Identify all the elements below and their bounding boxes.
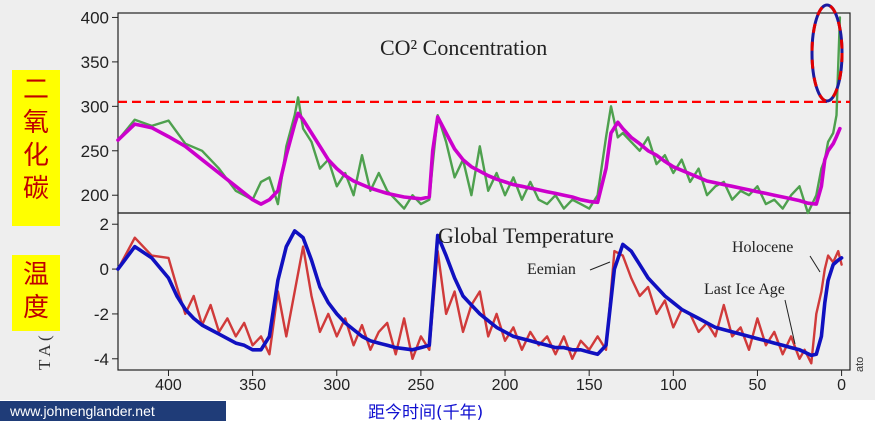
x-tick-label: 200 bbox=[492, 377, 519, 394]
eemian-annotation: Eemian bbox=[527, 261, 576, 278]
co2-y-tick-label: 400 bbox=[81, 8, 109, 27]
x-tick-label: 50 bbox=[749, 377, 767, 394]
x-tick-label: 100 bbox=[660, 377, 687, 394]
co2-chart-title: CO² Concentration bbox=[380, 35, 547, 60]
temp-y-tick-label: 0 bbox=[100, 260, 109, 279]
co2-y-tick-label: 250 bbox=[81, 142, 109, 161]
x-tick-label: 400 bbox=[155, 377, 182, 394]
last-ice-age-annotation: Last Ice Age bbox=[704, 281, 785, 298]
co2-y-tick-label: 200 bbox=[81, 186, 109, 205]
temp-y-tick-label: 2 bbox=[100, 215, 109, 234]
x-axis-title: 距今时间(千年) bbox=[368, 403, 484, 423]
temp-plot-frame bbox=[117, 212, 851, 371]
temp-chart-title: Global Temperature bbox=[438, 223, 614, 248]
holocene-pointer bbox=[809, 255, 821, 273]
x-tick-label: 250 bbox=[408, 377, 435, 394]
temp-smoothed-series-line bbox=[116, 229, 844, 358]
axes-layer: 200 250 300 350 400 2 0 -2 -4 400 350 300 250 200 150 1… bbox=[81, 8, 847, 394]
temperature-side-label: 温度 bbox=[12, 255, 60, 331]
last-ice-age-pointer bbox=[784, 299, 796, 345]
figure-background bbox=[0, 0, 875, 400]
co2-smoothed-series-line bbox=[116, 111, 842, 206]
holocene-annotation: Holocene bbox=[732, 239, 793, 256]
temp-y-tick-label: -2 bbox=[94, 305, 109, 324]
recent-co2-highlight-dash bbox=[810, 3, 844, 103]
x-tick-label: 350 bbox=[239, 377, 266, 394]
x-tick-label: 150 bbox=[576, 377, 603, 394]
temp-y-tick-label: -4 bbox=[94, 350, 109, 369]
co2-y-tick-label: 300 bbox=[81, 97, 109, 116]
x-tick-label: 300 bbox=[323, 377, 350, 394]
x-tick-label: 0 bbox=[837, 377, 846, 394]
website-watermark[interactable]: www.johnenglander.net bbox=[0, 401, 226, 421]
series-layer bbox=[116, 16, 850, 365]
corner-label: ato bbox=[854, 357, 866, 372]
eemian-pointer bbox=[589, 261, 611, 271]
co2-raw-series-line bbox=[116, 16, 842, 215]
co2-side-label: 二氧化碳 bbox=[12, 70, 60, 226]
co2-y-tick-label: 350 bbox=[81, 53, 109, 72]
